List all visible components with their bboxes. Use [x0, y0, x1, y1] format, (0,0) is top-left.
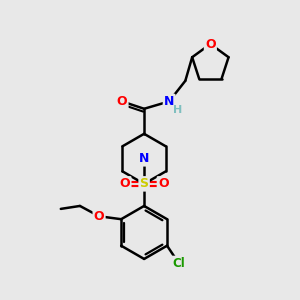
Text: S: S [140, 177, 148, 190]
Text: O: O [120, 177, 130, 190]
Text: H: H [173, 105, 182, 115]
Text: O: O [94, 210, 104, 223]
Text: Cl: Cl [172, 257, 185, 270]
Text: N: N [164, 95, 174, 108]
Text: O: O [158, 177, 169, 190]
Text: O: O [205, 38, 216, 50]
Text: N: N [139, 152, 149, 165]
Text: O: O [117, 95, 127, 108]
